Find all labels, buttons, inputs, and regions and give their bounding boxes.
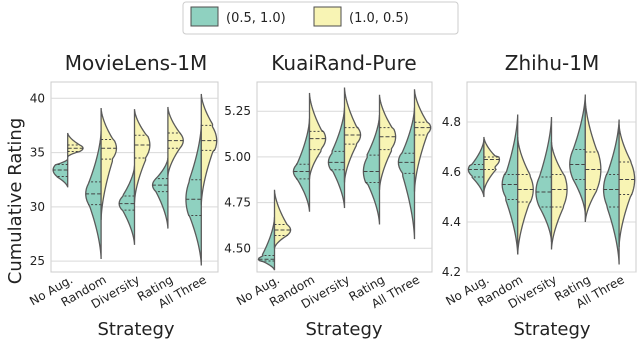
legend-swatch-series-a xyxy=(190,6,219,27)
y-tick-label: 4.6 xyxy=(442,165,461,179)
legend: (0.5, 1.0) (1.0, 0.5) xyxy=(182,1,459,35)
violin-half xyxy=(200,93,218,205)
y-axis-label: Cumulative Rating xyxy=(5,118,26,285)
panel-title: Zhihu-1M xyxy=(505,51,599,75)
y-tick-label: 4.8 xyxy=(442,115,461,129)
violin-half xyxy=(118,165,136,245)
violin-half xyxy=(185,124,202,266)
violin-half xyxy=(378,94,397,190)
y-tick-label: 4.75 xyxy=(224,196,251,210)
y-tick-label: 40 xyxy=(30,91,45,105)
violin-half xyxy=(569,94,586,215)
violin-half xyxy=(67,132,84,160)
violin-half xyxy=(151,157,169,229)
violin-half xyxy=(413,89,432,192)
violin-half xyxy=(483,136,501,193)
panel-title: MovieLens-1M xyxy=(65,51,208,75)
y-tick-label: 5.25 xyxy=(224,104,251,118)
violin-half xyxy=(584,99,602,223)
y-tick-label: 5.00 xyxy=(224,150,251,164)
violin-half xyxy=(618,124,636,248)
x-axis-label: Strategy xyxy=(305,319,382,340)
legend-swatch-series-b xyxy=(313,6,342,27)
y-tick-label: 4.50 xyxy=(224,241,251,255)
legend-label-series-b: (1.0, 0.5) xyxy=(349,11,409,26)
y-tick-label: 35 xyxy=(30,146,45,160)
violin-half xyxy=(133,109,151,203)
x-axis-label: Strategy xyxy=(513,319,590,340)
y-tick-label: 30 xyxy=(30,200,45,214)
y-tick-label: 4.4 xyxy=(442,215,461,229)
violin-half xyxy=(273,189,292,249)
x-axis-label: Strategy xyxy=(97,319,174,340)
legend-label-series-a: (0.5, 1.0) xyxy=(226,11,286,26)
violin-half xyxy=(535,116,553,243)
chart-panel: 4.504.755.005.25KuaiRand-PureStrategyNo … xyxy=(224,51,433,340)
violin-half xyxy=(467,139,485,198)
violin-half xyxy=(308,92,327,179)
violin-half xyxy=(517,136,534,255)
y-tick-label: 4.2 xyxy=(442,265,461,279)
violin-half xyxy=(362,114,381,225)
violin-half xyxy=(327,107,346,209)
violin-half xyxy=(52,156,69,188)
panel-title: KuaiRand-Pure xyxy=(271,51,416,75)
violin-half xyxy=(550,141,568,250)
y-tick-label: 25 xyxy=(30,254,45,268)
violin-half xyxy=(100,108,118,220)
violin-half xyxy=(602,119,620,265)
